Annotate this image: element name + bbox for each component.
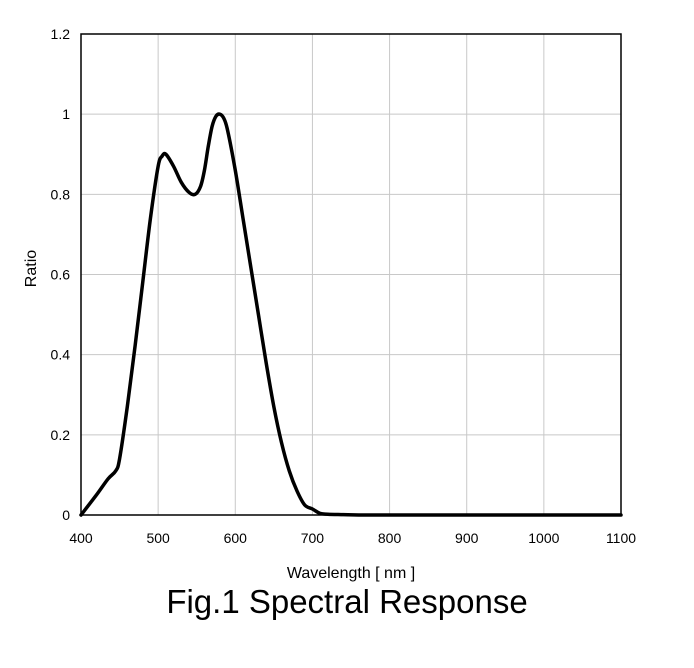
x-tick-labels: 400 500 600 700 800 900 1000 1100: [69, 530, 636, 546]
x-tick-label: 400: [69, 530, 93, 546]
grid-lines: [80, 33, 622, 516]
y-tick-labels: 0 0.2 0.4 0.6 0.8 1 1.2: [51, 26, 71, 523]
y-tick-label: 0.8: [51, 186, 71, 202]
figure-caption: Fig.1 Spectral Response: [166, 583, 528, 620]
y-tick-label: 0.2: [51, 427, 71, 443]
x-tick-label: 600: [224, 530, 248, 546]
x-axis-title: Wavelength [ nm ]: [287, 565, 415, 582]
x-tick-label: 900: [455, 530, 479, 546]
y-tick-label: 0: [62, 507, 70, 523]
y-axis-title: Ratio: [23, 250, 40, 287]
y-tick-label: 0.4: [51, 347, 71, 363]
x-tick-label: 1100: [606, 530, 636, 546]
y-tick-label: 0.6: [51, 267, 71, 283]
y-tick-label: 1: [62, 106, 70, 122]
x-tick-label: 800: [378, 530, 402, 546]
x-tick-label: 1000: [528, 530, 559, 546]
y-tick-label: 1.2: [51, 26, 71, 42]
x-tick-label: 500: [146, 530, 170, 546]
x-tick-label: 700: [301, 530, 325, 546]
series-line-spectral-response: [79, 112, 623, 517]
